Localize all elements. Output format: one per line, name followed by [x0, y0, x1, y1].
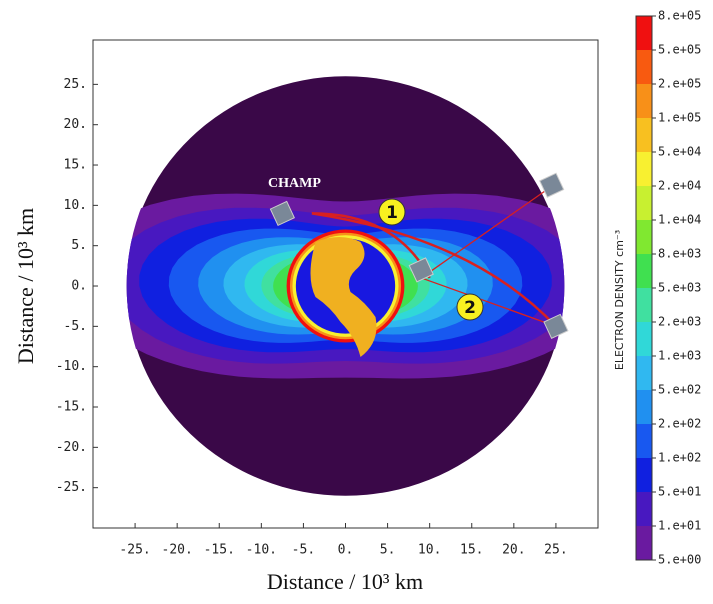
x-tick-label: 5.	[380, 543, 396, 558]
colorbar-band	[636, 458, 652, 493]
colorbar-band	[636, 50, 652, 85]
satellite	[539, 172, 565, 198]
y-tick-label: -25.	[56, 480, 87, 495]
colorbar-label: 8.e+05	[658, 9, 701, 23]
colorbar-band	[636, 424, 652, 459]
colorbar-band	[636, 254, 652, 289]
colorbar-label: 1.e+02	[658, 451, 701, 465]
colorbar-label: 1.e+05	[658, 111, 701, 125]
x-tick-label: -15.	[204, 543, 235, 558]
x-tick-label: 25.	[544, 543, 567, 558]
colorbar-band	[636, 118, 652, 153]
colorbar-label: 8.e+03	[658, 247, 701, 261]
annotation: CHAMP	[268, 176, 321, 191]
colorbar-band	[636, 16, 652, 51]
colorbar-band	[636, 492, 652, 527]
colorbar-band	[636, 322, 652, 357]
annotation-marker	[378, 198, 406, 226]
continents	[310, 237, 377, 358]
colorbar-band	[636, 152, 652, 187]
x-tick-label: 20.	[502, 543, 525, 558]
x-tick-label: -20.	[162, 543, 193, 558]
colorbar-band	[636, 288, 652, 323]
colorbar-label: 1.e+03	[658, 349, 701, 363]
link	[420, 188, 557, 327]
colorbar-label: 2.e+02	[658, 417, 701, 431]
colorbar-label: 1.e+04	[658, 213, 701, 227]
x-tick-label: -10.	[246, 543, 277, 558]
colorbar-label: 5.e+03	[658, 281, 701, 295]
x-tick-label: 0.	[338, 543, 354, 558]
colorbar-label: 5.e+04	[658, 145, 701, 159]
colorbar-band	[636, 356, 652, 391]
y-tick-label: 10.	[64, 198, 87, 213]
x-tick-label: 10.	[418, 543, 441, 558]
annotation: 2	[464, 298, 476, 318]
colorbar-title: ELECTRON DENSITY cm⁻³	[613, 230, 626, 370]
x-tick-label: 15.	[460, 543, 483, 558]
x-tick-label: -25.	[119, 543, 150, 558]
colorbar-label: 2.e+05	[658, 77, 701, 91]
y-tick-label: -10.	[56, 359, 87, 374]
annotation-marker	[456, 293, 484, 321]
colorbar-band	[636, 526, 652, 561]
colorbar-label: 2.e+03	[658, 315, 701, 329]
colorbar-label: 2.e+04	[658, 179, 701, 193]
y-tick-label: 0.	[71, 279, 87, 294]
satellite	[543, 313, 569, 339]
colorbar-band	[636, 186, 652, 221]
x-tick-label: -5.	[292, 543, 315, 558]
y-tick-label: -5.	[64, 319, 87, 334]
colorbar-band	[636, 84, 652, 119]
satellite	[269, 200, 295, 227]
colorbar-label: 5.e+02	[658, 383, 701, 397]
y-axis-title: Distance / 10³ km	[13, 208, 38, 364]
y-tick-label: 5.	[71, 238, 87, 253]
y-tick-label: -20.	[56, 440, 87, 455]
annotation: 1	[386, 203, 398, 223]
x-axis-title: Distance / 10³ km	[267, 569, 423, 594]
y-tick-label: 25.	[64, 77, 87, 92]
colorbar-label: 5.e+05	[658, 43, 701, 57]
colorbar-label: 5.e+00	[658, 553, 701, 567]
colorbar-band	[636, 220, 652, 255]
plot-area: CHAMP 1 2	[126, 76, 569, 496]
colorbar-label: 1.e+01	[658, 519, 701, 533]
colorbar-band	[636, 390, 652, 425]
y-tick-label: -15.	[56, 400, 87, 415]
y-tick-label: 15.	[64, 158, 87, 173]
y-tick-label: 20.	[64, 117, 87, 132]
colorbar-label: 5.e+01	[658, 485, 701, 499]
satellite	[408, 257, 434, 283]
